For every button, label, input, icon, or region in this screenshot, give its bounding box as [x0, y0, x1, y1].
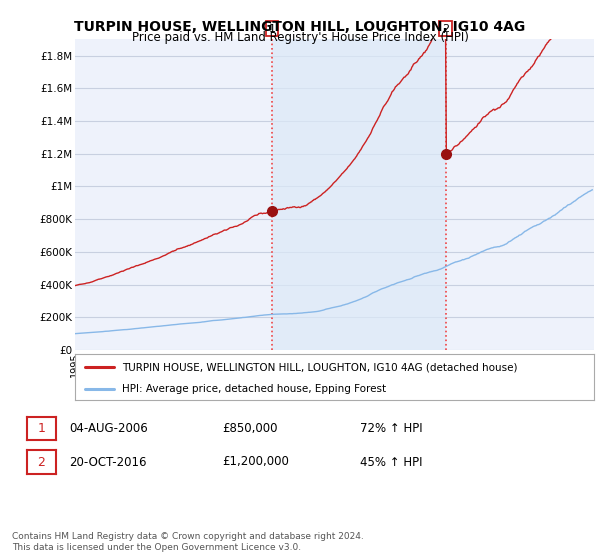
Text: 2: 2 [37, 455, 46, 469]
Text: 1: 1 [37, 422, 46, 435]
Bar [272, 39, 446, 350]
Text: 45% ↑ HPI: 45% ↑ HPI [360, 455, 422, 469]
Text: 04-AUG-2006: 04-AUG-2006 [69, 422, 148, 435]
Text: Contains HM Land Registry data © Crown copyright and database right 2024.
This d: Contains HM Land Registry data © Crown c… [12, 532, 364, 552]
Text: TURPIN HOUSE, WELLINGTON HILL, LOUGHTON, IG10 4AG (detached house): TURPIN HOUSE, WELLINGTON HILL, LOUGHTON,… [122, 362, 517, 372]
Text: £850,000: £850,000 [222, 422, 277, 435]
Text: Price paid vs. HM Land Registry's House Price Index (HPI): Price paid vs. HM Land Registry's House … [131, 31, 469, 44]
Text: HPI: Average price, detached house, Epping Forest: HPI: Average price, detached house, Eppi… [122, 384, 386, 394]
Text: 20-OCT-2016: 20-OCT-2016 [69, 455, 146, 469]
Text: TURPIN HOUSE, WELLINGTON HILL, LOUGHTON, IG10 4AG: TURPIN HOUSE, WELLINGTON HILL, LOUGHTON,… [74, 20, 526, 34]
Text: £1,200,000: £1,200,000 [222, 455, 289, 469]
Text: 1: 1 [269, 24, 275, 34]
Text: 72% ↑ HPI: 72% ↑ HPI [360, 422, 422, 435]
Text: 2: 2 [442, 24, 449, 34]
